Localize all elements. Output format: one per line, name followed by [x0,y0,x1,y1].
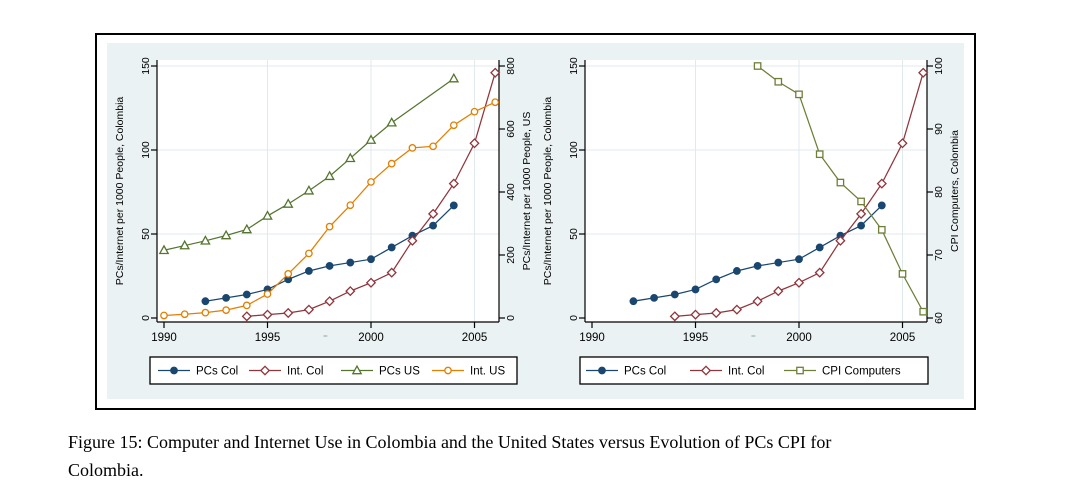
legend-item-Int-Col: Int. Col [249,365,323,378]
chart-colombia-vs-us: 0 50 100 150 0 200 400 600 800 1990 1995 2000 2005 PC… [107,43,535,399]
left-axis-title: PCs/Internet per 1000 People, Colombia [542,97,554,286]
series-PCs-US [158,72,460,255]
left-tick-label: 150 [140,57,152,75]
legend-label: Int. Col [728,366,764,378]
right-tick-label: 800 [505,57,517,75]
figure-frame: 0 50 100 150 0 200 400 600 800 1990 1995 2000 2005 PC… [95,33,976,410]
x-tick-label: 1990 [579,332,605,344]
legend-label: CPI Computers [822,366,901,378]
left-axis-title: PCs/Internet per 1000 People, Colombia [114,97,126,286]
figure-caption-line-1: Figure 15: Computer and Internet Use in … [68,432,832,452]
series-CPI-Computers [753,62,928,316]
x-tick-label: 1990 [151,332,177,344]
x-tick-label: 2000 [358,332,384,344]
gridlines [157,60,499,322]
chart-svg: 0 50 100 150 60 70 80 90 100 1990 1995 2000 2005 PCs/… [542,57,961,385]
right-tick-label: 200 [505,246,517,264]
left-tick-label: 50 [568,228,580,240]
series-Int-Col [241,67,501,322]
x-tick-label: 1995 [683,332,709,344]
axes: 0 50 100 150 60 70 80 90 100 1990 1995 2000 2005 [568,57,945,344]
plot-area [585,60,927,322]
right-tick-label: 70 [933,249,945,261]
legend-box [579,356,929,385]
right-axis-title: PCs/Internet per 1000 People, US [521,112,533,271]
left-tick-label: 0 [568,315,580,321]
right-tick-label: 90 [933,123,945,135]
left-tick-label: 100 [140,141,152,159]
legend: PCs Col Int. Col CPI Computers [579,356,929,385]
x-tick-label: 2000 [786,332,812,344]
legend-item-PCs-Col: PCs Col [586,366,666,378]
right-tick-label: 600 [505,120,517,138]
series-PCs-Col [629,201,886,306]
legend-label: Int. US [470,366,505,378]
legend-item-CPI-Computers: CPI Computers [784,366,901,378]
left-tick-label: 150 [568,57,580,75]
left-tick-label: 50 [140,228,152,240]
x-tick-label: 1995 [255,332,281,344]
plot-area [157,60,499,322]
legend: PCs Col Int. Col PCs US Int. US [149,356,518,385]
right-tick-label: 100 [933,57,945,75]
legend-label: PCs Col [196,366,238,378]
right-tick-label: 80 [933,186,945,198]
legend-item-Int-Col: Int. Col [690,365,764,378]
chart-svg: 0 50 100 150 0 200 400 600 800 1990 1995 2000 2005 PC… [114,57,533,385]
right-tick-label: 60 [933,312,945,324]
legend-item-PCs-Col: PCs Col [158,366,238,378]
right-axis-title: CPI Computers, Colombia [949,130,961,252]
right-tick-label: 0 [505,315,517,321]
figure-caption-line-2: Colombia. [68,460,144,480]
left-tick-label: 100 [568,141,580,159]
series-Int-Col [669,67,929,322]
figure-caption: Figure 15: Computer and Internet Use in … [68,428,1018,484]
chart-colombia-vs-cpi: 0 50 100 150 60 70 80 90 100 1990 1995 2000 2005 PCs/… [535,43,963,399]
x-tick-label: 2005 [890,332,916,344]
axes: 0 50 100 150 0 200 400 600 800 1990 1995 2000 2005 [140,57,517,344]
x-tick-label: 2005 [462,332,488,344]
stata-graph-area: 0 50 100 150 0 200 400 600 800 1990 1995 2000 2005 PC… [107,43,964,399]
legend-label: PCs US [379,366,420,378]
legend-label: PCs Col [624,366,666,378]
legend-item-PCs-US: PCs US [341,364,420,378]
left-tick-label: 0 [140,315,152,321]
right-tick-label: 400 [505,183,517,201]
legend-item-Int-US: Int. US [432,366,505,378]
series-Int-US [160,98,500,320]
legend-label: Int. Col [287,366,323,378]
